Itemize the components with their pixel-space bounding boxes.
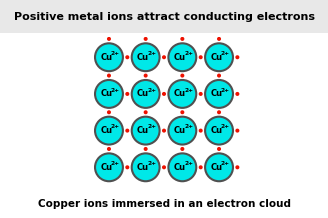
Circle shape (107, 73, 111, 78)
Text: 2+: 2+ (184, 161, 193, 166)
Text: 2+: 2+ (184, 88, 193, 93)
Circle shape (168, 153, 196, 181)
Text: Cu: Cu (137, 163, 149, 172)
Circle shape (205, 43, 233, 71)
Text: Cu: Cu (174, 163, 186, 172)
Circle shape (205, 80, 233, 108)
Text: 2+: 2+ (111, 51, 120, 56)
Circle shape (162, 92, 166, 96)
Text: 2+: 2+ (111, 161, 120, 166)
Text: Cu: Cu (210, 53, 222, 62)
Circle shape (125, 165, 129, 169)
Circle shape (236, 165, 239, 169)
Text: 2+: 2+ (221, 161, 230, 166)
Text: 2+: 2+ (111, 124, 120, 129)
Text: Cu: Cu (137, 53, 149, 62)
Circle shape (168, 43, 196, 71)
Text: 2+: 2+ (221, 88, 230, 93)
Circle shape (132, 80, 160, 108)
Text: Cu: Cu (174, 89, 186, 98)
Text: Cu: Cu (174, 53, 186, 62)
Circle shape (162, 129, 166, 133)
Circle shape (107, 37, 111, 41)
Circle shape (236, 92, 239, 96)
Text: Cu: Cu (210, 126, 222, 135)
Circle shape (217, 147, 221, 151)
Circle shape (162, 55, 166, 59)
Circle shape (107, 147, 111, 151)
Text: 2+: 2+ (147, 51, 156, 56)
Text: Cu: Cu (137, 89, 149, 98)
Circle shape (125, 55, 129, 59)
Text: Cu: Cu (210, 89, 222, 98)
Circle shape (199, 129, 203, 133)
Circle shape (144, 147, 148, 151)
Text: 2+: 2+ (147, 124, 156, 129)
Circle shape (180, 37, 184, 41)
Text: Cu: Cu (137, 126, 149, 135)
Circle shape (217, 110, 221, 114)
Text: 2+: 2+ (221, 124, 230, 129)
Text: 2+: 2+ (111, 88, 120, 93)
Circle shape (180, 147, 184, 151)
Circle shape (236, 55, 239, 59)
Circle shape (95, 117, 123, 145)
Circle shape (236, 129, 239, 133)
Circle shape (168, 117, 196, 145)
Circle shape (168, 80, 196, 108)
Circle shape (205, 153, 233, 181)
Circle shape (132, 117, 160, 145)
Circle shape (132, 43, 160, 71)
Circle shape (199, 165, 203, 169)
Circle shape (95, 43, 123, 71)
Circle shape (162, 165, 166, 169)
Circle shape (217, 73, 221, 78)
Text: Cu: Cu (210, 163, 222, 172)
Circle shape (180, 110, 184, 114)
Circle shape (205, 117, 233, 145)
Text: Copper ions immersed in an electron cloud: Copper ions immersed in an electron clou… (37, 199, 291, 209)
Text: 2+: 2+ (147, 161, 156, 166)
Text: Cu: Cu (174, 126, 186, 135)
Circle shape (199, 55, 203, 59)
Text: 2+: 2+ (184, 124, 193, 129)
Text: Cu: Cu (100, 163, 113, 172)
Text: Cu: Cu (100, 89, 113, 98)
Text: 2+: 2+ (184, 51, 193, 56)
Text: Cu: Cu (100, 126, 113, 135)
Circle shape (125, 92, 129, 96)
Circle shape (144, 110, 148, 114)
Circle shape (199, 92, 203, 96)
Text: 2+: 2+ (147, 88, 156, 93)
Circle shape (125, 129, 129, 133)
Text: Cu: Cu (100, 53, 113, 62)
Text: 2+: 2+ (221, 51, 230, 56)
Circle shape (217, 37, 221, 41)
Circle shape (107, 110, 111, 114)
Circle shape (180, 73, 184, 78)
Circle shape (144, 73, 148, 78)
Circle shape (95, 80, 123, 108)
Circle shape (132, 153, 160, 181)
Text: Positive metal ions attract conducting electrons: Positive metal ions attract conducting e… (13, 12, 315, 22)
Circle shape (144, 37, 148, 41)
Circle shape (95, 153, 123, 181)
